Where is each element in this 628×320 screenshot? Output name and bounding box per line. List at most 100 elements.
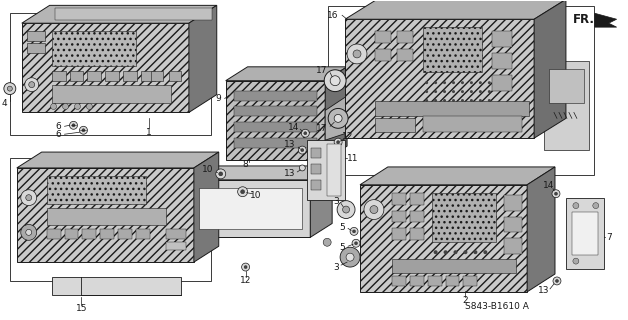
Polygon shape xyxy=(360,167,555,185)
Circle shape xyxy=(484,260,487,264)
Text: 1: 1 xyxy=(146,128,152,137)
Circle shape xyxy=(364,200,384,220)
Bar xyxy=(504,217,522,232)
Bar xyxy=(544,61,589,150)
Polygon shape xyxy=(310,166,332,237)
Circle shape xyxy=(593,203,598,209)
Circle shape xyxy=(8,86,13,91)
Polygon shape xyxy=(22,23,189,112)
Bar xyxy=(392,276,406,286)
Circle shape xyxy=(433,250,438,254)
Bar xyxy=(234,107,317,116)
Bar xyxy=(169,71,181,81)
Circle shape xyxy=(474,250,477,254)
Text: 2: 2 xyxy=(463,296,468,305)
Bar xyxy=(51,31,136,66)
Circle shape xyxy=(300,165,305,171)
Polygon shape xyxy=(191,166,332,180)
Bar xyxy=(392,211,406,222)
Bar xyxy=(70,71,84,81)
Bar xyxy=(572,212,598,255)
Text: 11: 11 xyxy=(347,154,359,163)
Text: S843-B1610 A: S843-B1610 A xyxy=(465,302,529,311)
Text: 13: 13 xyxy=(284,169,295,178)
Text: 14: 14 xyxy=(288,123,299,132)
Bar xyxy=(311,164,321,174)
Circle shape xyxy=(488,108,491,111)
Circle shape xyxy=(573,203,579,209)
Bar xyxy=(118,229,133,239)
Bar xyxy=(409,276,424,286)
Bar xyxy=(392,193,406,204)
Text: 6: 6 xyxy=(56,122,62,131)
Bar xyxy=(234,122,317,132)
Circle shape xyxy=(353,50,361,58)
Polygon shape xyxy=(17,152,219,168)
Circle shape xyxy=(334,138,342,146)
Bar xyxy=(136,229,150,239)
Circle shape xyxy=(328,108,348,128)
Bar xyxy=(51,277,181,295)
Circle shape xyxy=(488,90,491,93)
Polygon shape xyxy=(566,198,604,269)
Circle shape xyxy=(80,126,87,134)
Bar xyxy=(87,71,101,81)
Circle shape xyxy=(433,270,438,274)
Bar xyxy=(151,71,163,81)
Text: 5: 5 xyxy=(339,243,345,252)
Circle shape xyxy=(26,229,32,235)
Circle shape xyxy=(479,81,482,84)
Bar xyxy=(504,195,522,211)
Bar xyxy=(234,138,317,148)
Text: 6: 6 xyxy=(56,130,62,139)
Circle shape xyxy=(552,190,560,198)
Bar xyxy=(311,180,321,190)
Circle shape xyxy=(488,99,491,102)
Circle shape xyxy=(425,108,428,111)
Polygon shape xyxy=(325,67,347,160)
Polygon shape xyxy=(191,180,310,237)
Circle shape xyxy=(443,108,446,111)
Polygon shape xyxy=(527,167,555,292)
Text: 7: 7 xyxy=(606,233,612,242)
Text: 8: 8 xyxy=(243,160,249,170)
Circle shape xyxy=(452,108,455,111)
Circle shape xyxy=(434,90,437,93)
Text: 13: 13 xyxy=(538,286,550,295)
Bar xyxy=(166,242,186,250)
Circle shape xyxy=(484,250,487,254)
Circle shape xyxy=(461,81,464,84)
Bar xyxy=(375,118,414,132)
Polygon shape xyxy=(194,152,219,262)
Bar xyxy=(27,43,45,53)
Circle shape xyxy=(242,263,249,271)
Polygon shape xyxy=(534,0,566,138)
Circle shape xyxy=(237,187,247,197)
Polygon shape xyxy=(360,185,527,292)
Circle shape xyxy=(479,99,482,102)
Bar xyxy=(141,71,155,81)
Polygon shape xyxy=(189,5,217,112)
Bar xyxy=(199,188,302,229)
Circle shape xyxy=(82,129,85,132)
Circle shape xyxy=(474,270,477,274)
Bar xyxy=(445,276,460,286)
Circle shape xyxy=(350,228,358,235)
Circle shape xyxy=(443,250,448,254)
Circle shape xyxy=(241,190,245,194)
Bar xyxy=(409,193,424,204)
Bar xyxy=(409,211,424,222)
Circle shape xyxy=(334,114,342,122)
Circle shape xyxy=(573,258,579,264)
Polygon shape xyxy=(325,91,355,140)
Bar xyxy=(46,208,166,225)
Circle shape xyxy=(556,279,558,283)
Circle shape xyxy=(452,90,455,93)
Circle shape xyxy=(72,124,75,127)
Bar xyxy=(46,176,146,204)
Text: 16: 16 xyxy=(327,11,339,20)
Bar xyxy=(428,276,441,286)
Circle shape xyxy=(347,44,367,64)
Circle shape xyxy=(301,148,304,152)
Polygon shape xyxy=(345,19,534,138)
